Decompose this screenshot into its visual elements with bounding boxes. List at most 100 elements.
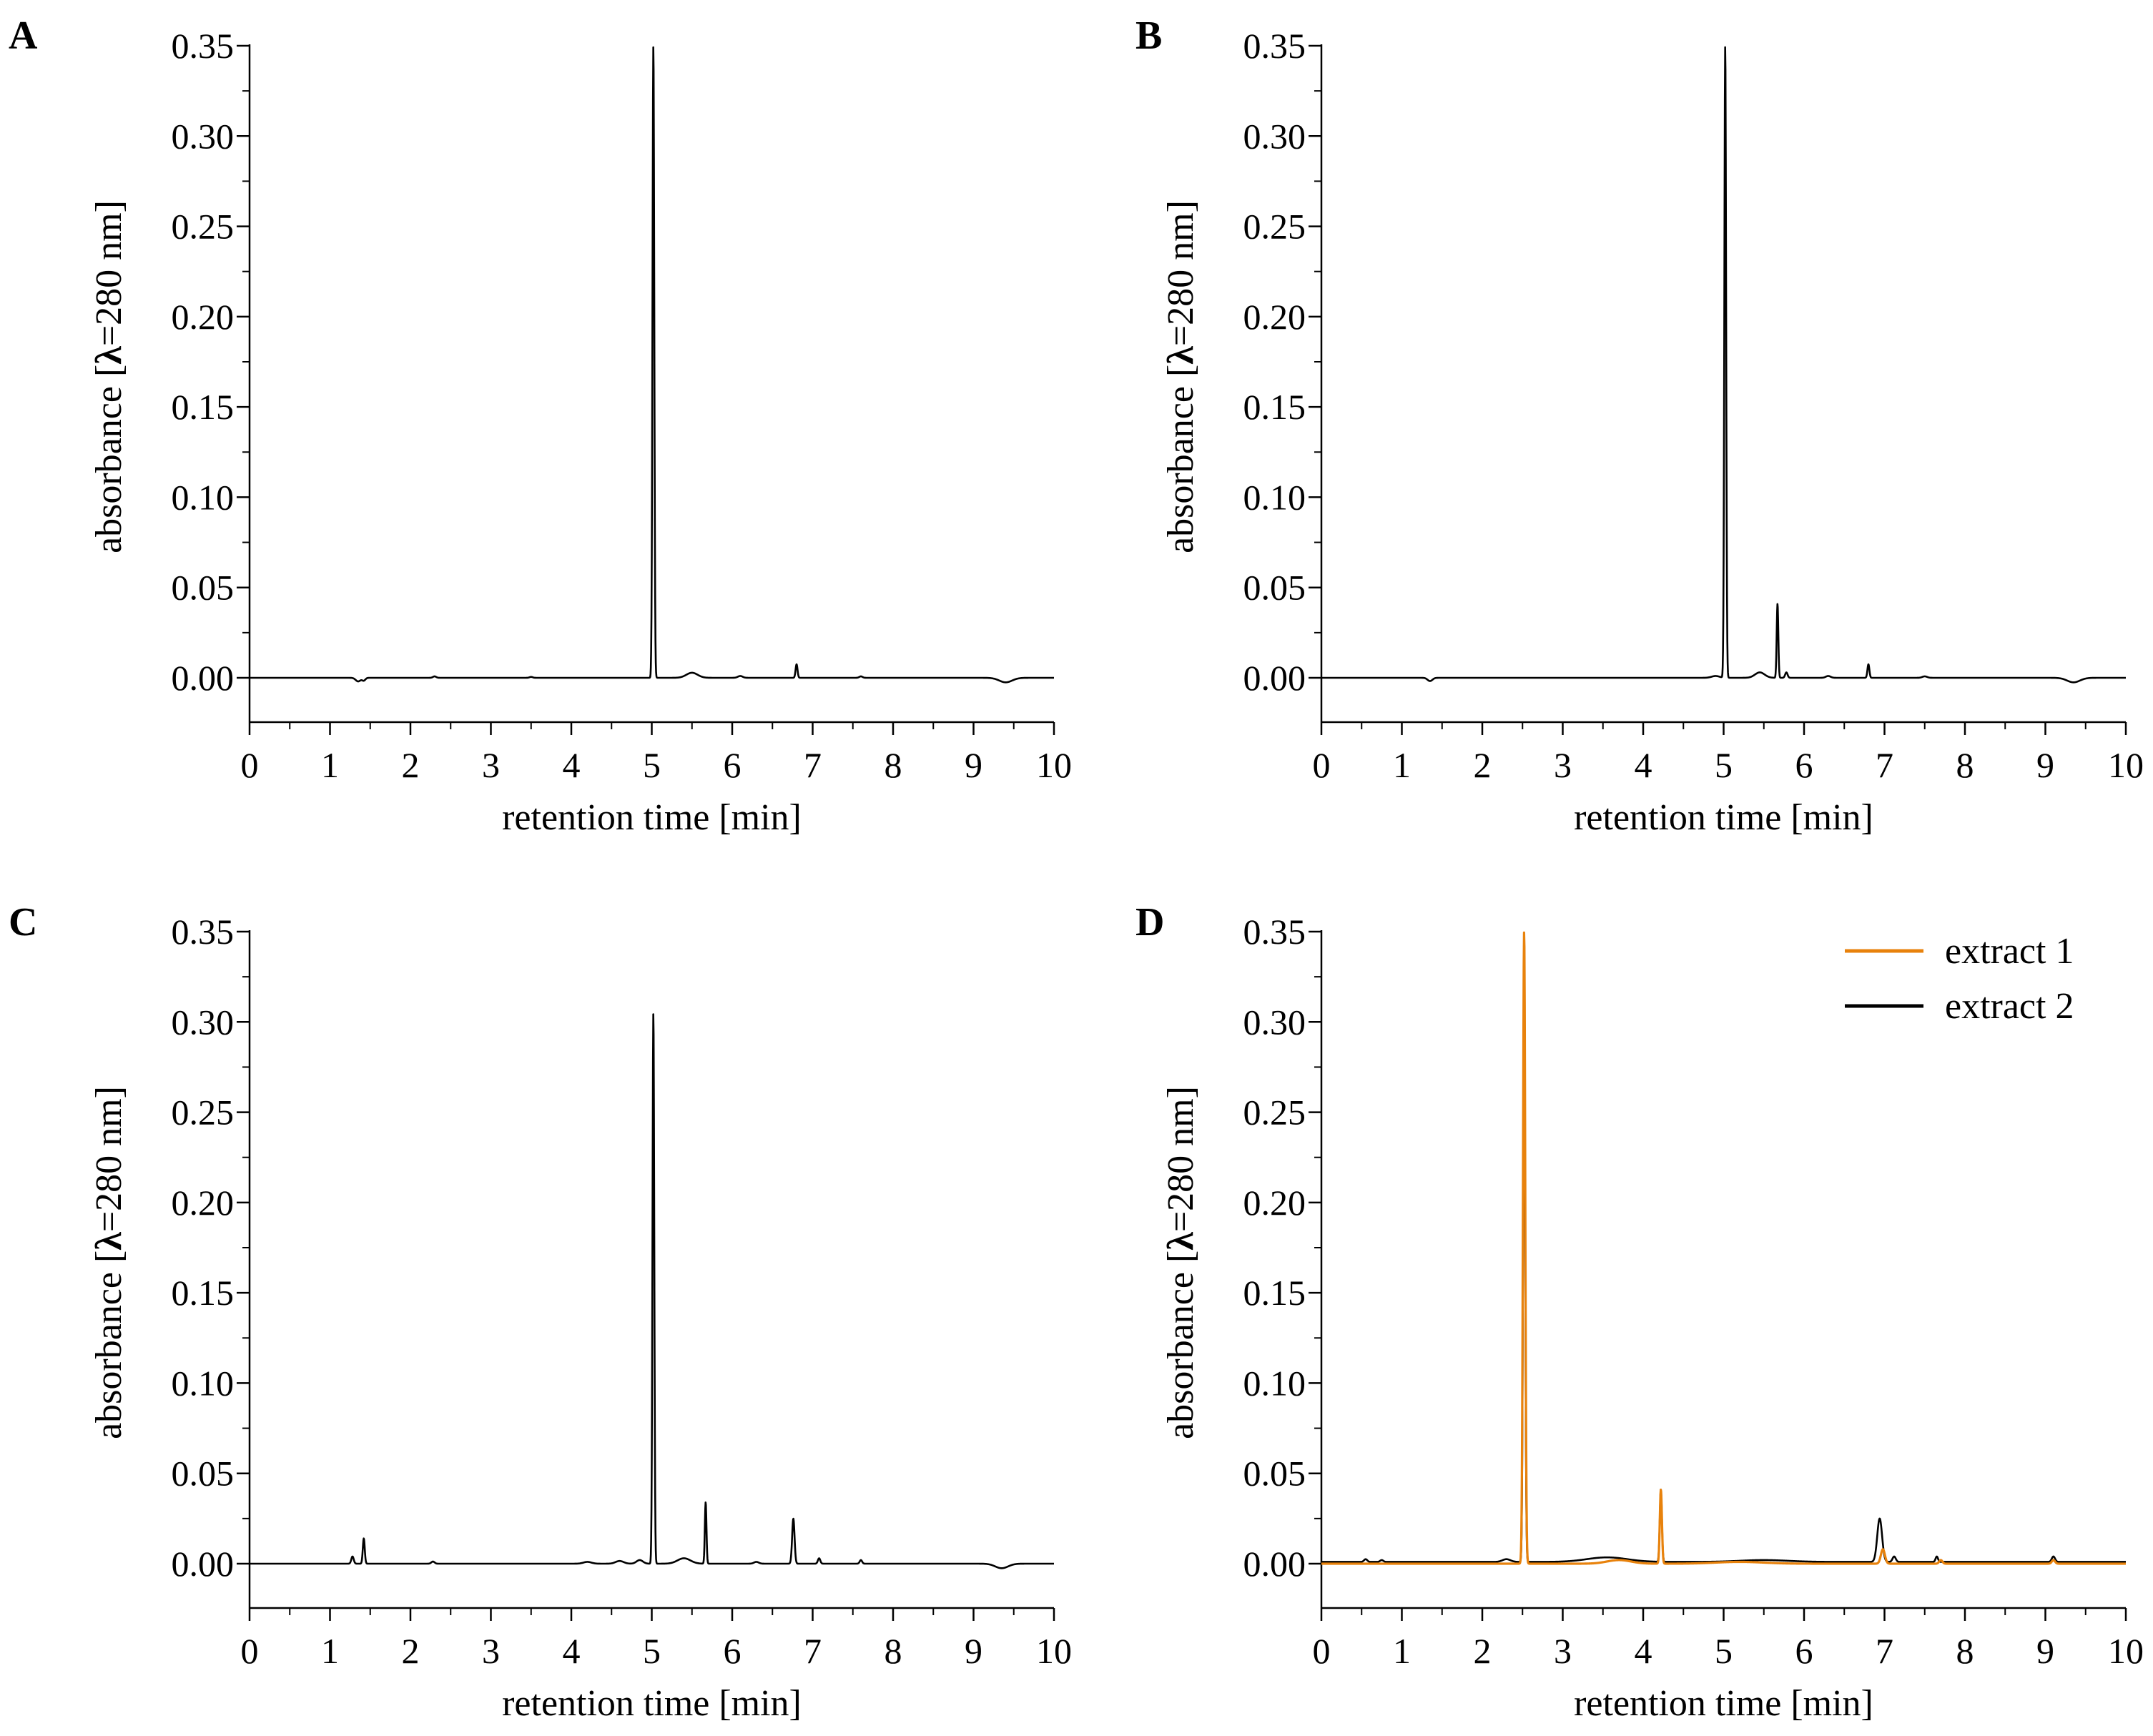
x-tick-label: 10 [1036,1631,1072,1671]
y-axis-title-prefix: absorbance [ [1161,1251,1201,1439]
x-tick-label: 7 [804,745,822,785]
x-tick-label: 7 [1876,745,1893,785]
y-axis-title-suffix: =280 nm] [1161,1086,1201,1232]
x-tick-label: 2 [402,745,420,785]
y-tick-label: 0.30 [172,116,235,156]
y-tick-label: 0.35 [172,26,235,66]
x-tick-label: 7 [804,1631,822,1671]
series-line-extract-1 [1320,931,2127,1565]
y-axis-title-prefix: absorbance [ [1161,365,1201,553]
x-tick-label: 5 [1715,1631,1733,1671]
x-tick-label: 7 [1876,1631,1893,1671]
x-tick-label: 3 [482,1631,500,1671]
legend-label: extract 2 [1945,986,2074,1027]
x-tick-label: 10 [2108,745,2144,785]
x-tick-label: 10 [1036,745,1072,785]
y-tick-label: 0.20 [1243,297,1306,337]
x-tick-label: 9 [2036,1631,2054,1671]
x-tick-label: 9 [965,1631,982,1671]
x-tick-label: 10 [2108,1631,2144,1671]
x-tick-label: 3 [1554,745,1572,785]
y-axis-title: absorbance [λ=280 nm] [1161,200,1201,553]
x-tick-label: 2 [402,1631,420,1671]
y-tick-label: 0.05 [172,1454,235,1494]
y-axis-title-symbol: λ [1161,346,1201,365]
y-tick-label: 0.15 [1243,387,1306,427]
y-axis-title-suffix: =280 nm] [89,200,129,346]
panel-label: B [1135,14,1162,58]
x-tick-label: 2 [1474,1631,1492,1671]
x-axis-title: retention time [min] [502,1683,802,1724]
chart-panel-c: C 0 1 2 3 4 5 6 7 8 9 10 0.00 0.05 0.10 0.15 0.20 0.25 0.3… [9,900,1072,1724]
y-tick-label: 0.35 [1243,26,1306,66]
panel-label: C [9,900,37,945]
x-axis-title: retention time [min] [502,797,802,838]
y-tick-label: 0.35 [1243,912,1306,952]
x-tick-label: 0 [241,1631,259,1671]
x-axis-title: retention time [min] [1574,797,1873,838]
y-tick-label: 0.30 [172,1002,235,1042]
series-line-chromatogram [249,46,1055,684]
x-tick-label: 3 [1554,1631,1572,1671]
y-axis-title-suffix: =280 nm] [1161,200,1201,346]
y-tick-label: 0.10 [1243,477,1306,517]
x-tick-label: 8 [885,1631,902,1671]
chart-panel-a: A 0 1 2 3 4 5 6 7 8 9 10 0.00 0.05 0.10 0.15 0.20 0.25 0.3… [9,14,1072,838]
x-tick-label: 0 [1313,1631,1331,1671]
y-tick-label: 0.20 [1243,1183,1306,1223]
x-tick-label: 6 [724,745,742,785]
x-tick-label: 8 [1956,1631,1974,1671]
x-tick-label: 6 [1795,1631,1813,1671]
y-axis-title: absorbance [λ=280 nm] [89,200,129,553]
y-tick-label: 0.05 [1243,1454,1306,1494]
y-tick-label: 0.05 [1243,568,1306,608]
x-tick-label: 6 [724,1631,742,1671]
x-tick-label: 8 [885,745,902,785]
y-tick-label: 0.05 [172,568,235,608]
y-tick-label: 0.15 [172,387,235,427]
y-tick-label: 0.25 [172,207,235,247]
x-tick-label: 4 [1635,745,1652,785]
x-tick-label: 1 [321,1631,339,1671]
series-line-chromatogram [249,1013,1055,1569]
y-tick-label: 0.25 [172,1093,235,1133]
y-tick-label: 0.00 [1243,658,1306,698]
y-tick-label: 0.20 [172,297,235,337]
y-tick-label: 0.25 [1243,1093,1306,1133]
y-tick-label: 0.15 [172,1273,235,1313]
y-axis-title-suffix: =280 nm] [89,1086,129,1232]
y-axis-title-prefix: absorbance [ [89,365,129,553]
x-tick-label: 2 [1474,745,1492,785]
x-tick-label: 8 [1956,745,1974,785]
y-axis-title: absorbance [λ=280 nm] [1161,1086,1201,1439]
y-tick-label: 0.00 [1243,1544,1306,1584]
y-axis-title-symbol: λ [1161,1232,1201,1251]
x-tick-label: 0 [241,745,259,785]
y-axis-title-symbol: λ [89,1232,129,1251]
x-axis-title: retention time [min] [1574,1683,1873,1724]
x-tick-label: 6 [1795,745,1813,785]
x-tick-label: 4 [1635,1631,1652,1671]
series-line-extract-2 [1321,1029,2127,1563]
chart-panel-b: B 0 1 2 3 4 5 6 7 8 9 10 0.00 0.05 0.10 0.15 0.20 0.25 0.3… [1135,14,2144,838]
panel-label: D [1135,900,1164,945]
x-tick-label: 5 [643,1631,661,1671]
panel-label: A [9,14,38,58]
y-axis-title: absorbance [λ=280 nm] [89,1086,129,1439]
x-tick-label: 9 [965,745,982,785]
x-tick-label: 4 [563,745,581,785]
y-axis-title-prefix: absorbance [ [89,1251,129,1439]
x-tick-label: 5 [643,745,661,785]
y-tick-label: 0.00 [172,1544,235,1584]
chart-panel-d: D 0 1 2 3 4 5 6 7 8 9 10 0.00 0.05 0.10 0.15 0.20 0.25 0.3… [1135,900,2144,1724]
x-tick-label: 0 [1313,745,1331,785]
y-tick-label: 0.30 [1243,116,1306,156]
y-tick-label: 0.10 [172,477,235,517]
y-tick-label: 0.20 [172,1183,235,1223]
y-tick-label: 0.15 [1243,1273,1306,1313]
x-tick-label: 5 [1715,745,1733,785]
x-tick-label: 1 [1393,1631,1411,1671]
series-line-chromatogram [1321,46,2127,684]
legend-label: extract 1 [1945,931,2074,972]
